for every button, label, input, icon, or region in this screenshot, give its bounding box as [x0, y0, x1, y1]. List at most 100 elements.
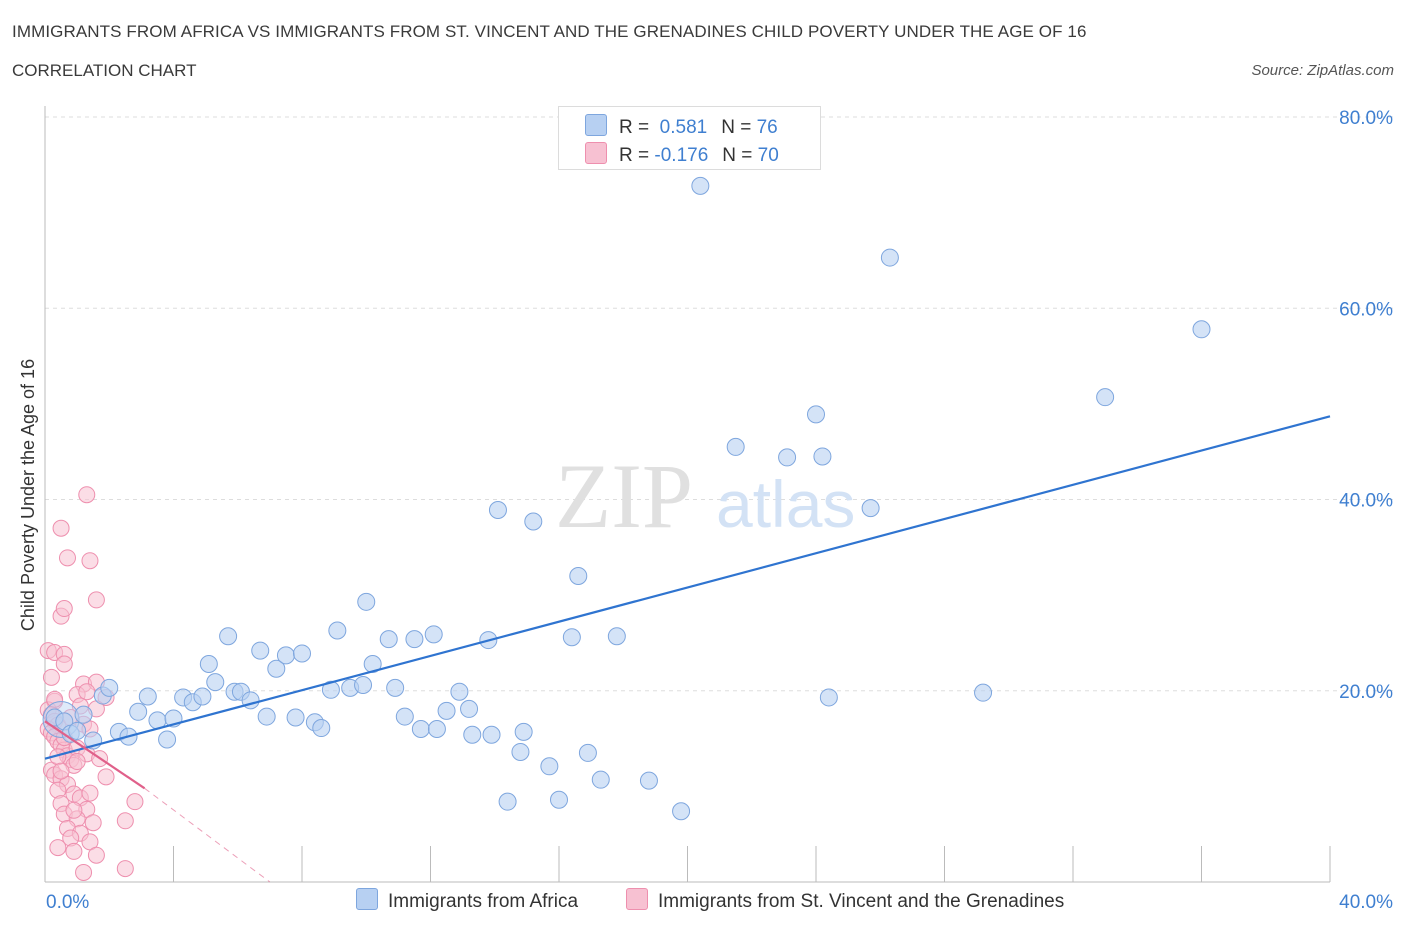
data-point-africa — [251, 641, 270, 660]
legend-n-label: N = — [722, 145, 753, 166]
data-point-africa — [100, 678, 119, 697]
data-point-africa — [267, 659, 286, 678]
bottom-legend-label-africa: Immigrants from Africa — [388, 891, 579, 912]
data-point-svg — [65, 842, 83, 860]
data-point-africa — [158, 730, 177, 749]
bottom-legend-label-svg: Immigrants from St. Vincent and the Gren… — [658, 891, 1065, 912]
axis-labels: 20.0% 40.0% 60.0% 80.0% 0.0% 40.0% Child Pover… — [18, 108, 1393, 913]
data-point-svg — [84, 814, 102, 832]
data-point-africa — [219, 627, 238, 646]
data-point-svg — [126, 793, 144, 811]
data-point-africa — [498, 792, 517, 811]
data-point-africa — [437, 701, 456, 720]
data-point-africa — [778, 448, 797, 467]
gridlines — [45, 116, 1394, 692]
data-point-svg — [81, 552, 99, 570]
data-point-svg — [78, 486, 96, 504]
legend-r-label: R = — [619, 117, 650, 138]
data-point-africa — [607, 627, 626, 646]
chart-subtitle: CORRELATION CHART — [12, 61, 197, 80]
trend-line-svg-extension — [144, 787, 271, 883]
watermark-atlas: atlas — [716, 467, 855, 541]
data-point-africa — [286, 708, 305, 727]
trend-line-africa — [44, 415, 1331, 760]
watermark: ZIP atlas — [555, 445, 855, 547]
source-label: Source: ZipAtlas.com — [1251, 62, 1394, 79]
data-point-africa — [460, 699, 479, 718]
data-point-africa — [726, 437, 745, 456]
data-point-africa — [691, 176, 710, 195]
data-point-svg — [81, 784, 99, 802]
data-point-africa — [1096, 388, 1115, 407]
data-point-africa — [639, 771, 658, 790]
data-point-africa — [74, 705, 93, 724]
data-point-svg — [55, 600, 73, 618]
data-point-svg — [116, 812, 134, 830]
trend-lines — [44, 415, 1331, 883]
data-point-africa — [206, 673, 225, 692]
data-point-africa — [514, 722, 533, 741]
legend-n-label: N = — [721, 117, 752, 138]
bottom-legend-swatch-africa — [356, 888, 378, 910]
data-point-africa — [193, 687, 212, 706]
correlation-legend: R = 0.581 N = 76 R = -0.176 N = 70 — [558, 106, 821, 170]
x-tick-label-min: 0.0% — [46, 892, 89, 913]
data-point-svg — [65, 801, 83, 819]
data-point-africa — [321, 680, 340, 699]
data-point-africa — [312, 719, 331, 738]
legend-row-svg: R = -0.176 N = 70 — [585, 142, 779, 166]
data-point-svg — [78, 683, 96, 701]
data-point-svg — [58, 549, 76, 567]
data-point-africa — [395, 707, 414, 726]
data-point-africa — [488, 501, 507, 520]
chart-title: IMMIGRANTS FROM AFRICA VS IMMIGRANTS FRO… — [12, 22, 1087, 41]
series-svg-points — [39, 486, 144, 881]
data-point-svg — [87, 591, 105, 609]
data-point-svg — [75, 863, 93, 881]
data-point-africa — [819, 688, 838, 707]
data-point-africa — [672, 802, 691, 821]
data-point-africa — [540, 757, 559, 776]
legend-swatch-africa — [585, 114, 607, 136]
data-point-africa — [424, 625, 443, 644]
data-point-africa — [379, 630, 398, 649]
data-point-africa — [357, 592, 376, 611]
data-point-svg — [97, 768, 115, 786]
data-point-africa — [569, 567, 588, 585]
bottom-legend-africa: Immigrants from Africa — [356, 888, 578, 913]
data-point-africa — [524, 512, 543, 531]
data-point-africa — [813, 447, 832, 466]
y-tick-label: 60.0% — [1339, 299, 1393, 320]
data-point-africa — [511, 742, 530, 761]
data-point-africa — [578, 743, 597, 762]
data-point-svg — [49, 839, 67, 857]
data-point-africa — [562, 628, 581, 647]
bottom-legend-svg: Immigrants from St. Vincent and the Gren… — [626, 888, 1064, 913]
legend-r-label: R = — [619, 145, 650, 166]
data-point-africa — [450, 682, 469, 701]
legend-n-value-africa: 76 — [756, 117, 778, 138]
data-point-svg — [87, 846, 105, 864]
data-point-svg — [55, 655, 73, 673]
legend-n-value-svg: 70 — [757, 145, 779, 166]
data-point-svg — [68, 753, 86, 771]
data-point-africa — [354, 676, 373, 695]
data-point-africa — [880, 248, 899, 267]
data-point-africa — [1192, 320, 1211, 339]
data-point-africa — [129, 702, 148, 721]
data-point-africa — [463, 725, 482, 744]
data-point-africa — [328, 621, 347, 640]
watermark-zip: ZIP — [555, 445, 693, 547]
legend-swatch-svg — [585, 142, 607, 164]
data-point-svg — [42, 668, 60, 686]
data-point-africa — [861, 499, 880, 518]
data-point-africa — [68, 721, 87, 740]
data-point-svg — [116, 860, 134, 878]
y-axis-label: Child Poverty Under the Age of 16 — [18, 359, 38, 631]
series-africa-points — [42, 176, 1211, 821]
legend-r-value-svg: -0.176 — [654, 145, 709, 166]
y-tick-label: 80.0% — [1339, 108, 1393, 129]
data-point-africa — [276, 646, 295, 665]
data-point-svg — [52, 762, 70, 780]
